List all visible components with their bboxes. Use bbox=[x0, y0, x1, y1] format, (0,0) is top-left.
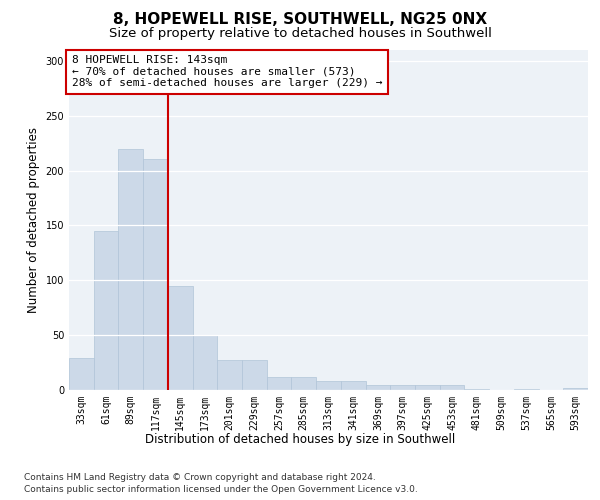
Bar bbox=[69, 358, 94, 390]
Bar bbox=[514, 389, 539, 390]
Text: Contains public sector information licensed under the Open Government Licence v3: Contains public sector information licen… bbox=[24, 485, 418, 494]
Bar bbox=[143, 158, 168, 390]
Bar bbox=[563, 388, 588, 390]
Bar bbox=[440, 384, 464, 390]
Bar bbox=[341, 381, 365, 390]
Bar bbox=[94, 231, 118, 390]
Text: 8, HOPEWELL RISE, SOUTHWELL, NG25 0NX: 8, HOPEWELL RISE, SOUTHWELL, NG25 0NX bbox=[113, 12, 487, 28]
Bar bbox=[292, 377, 316, 390]
Bar bbox=[118, 148, 143, 390]
Bar bbox=[316, 381, 341, 390]
Bar bbox=[415, 384, 440, 390]
Text: 8 HOPEWELL RISE: 143sqm
← 70% of detached houses are smaller (573)
28% of semi-d: 8 HOPEWELL RISE: 143sqm ← 70% of detache… bbox=[71, 55, 382, 88]
Y-axis label: Number of detached properties: Number of detached properties bbox=[27, 127, 40, 313]
Text: Distribution of detached houses by size in Southwell: Distribution of detached houses by size … bbox=[145, 432, 455, 446]
Text: Size of property relative to detached houses in Southwell: Size of property relative to detached ho… bbox=[109, 28, 491, 40]
Bar bbox=[390, 384, 415, 390]
Bar bbox=[365, 384, 390, 390]
Bar bbox=[267, 377, 292, 390]
Bar bbox=[168, 286, 193, 390]
Bar bbox=[217, 360, 242, 390]
Bar bbox=[193, 335, 217, 390]
Bar bbox=[242, 360, 267, 390]
Text: Contains HM Land Registry data © Crown copyright and database right 2024.: Contains HM Land Registry data © Crown c… bbox=[24, 472, 376, 482]
Bar bbox=[464, 389, 489, 390]
